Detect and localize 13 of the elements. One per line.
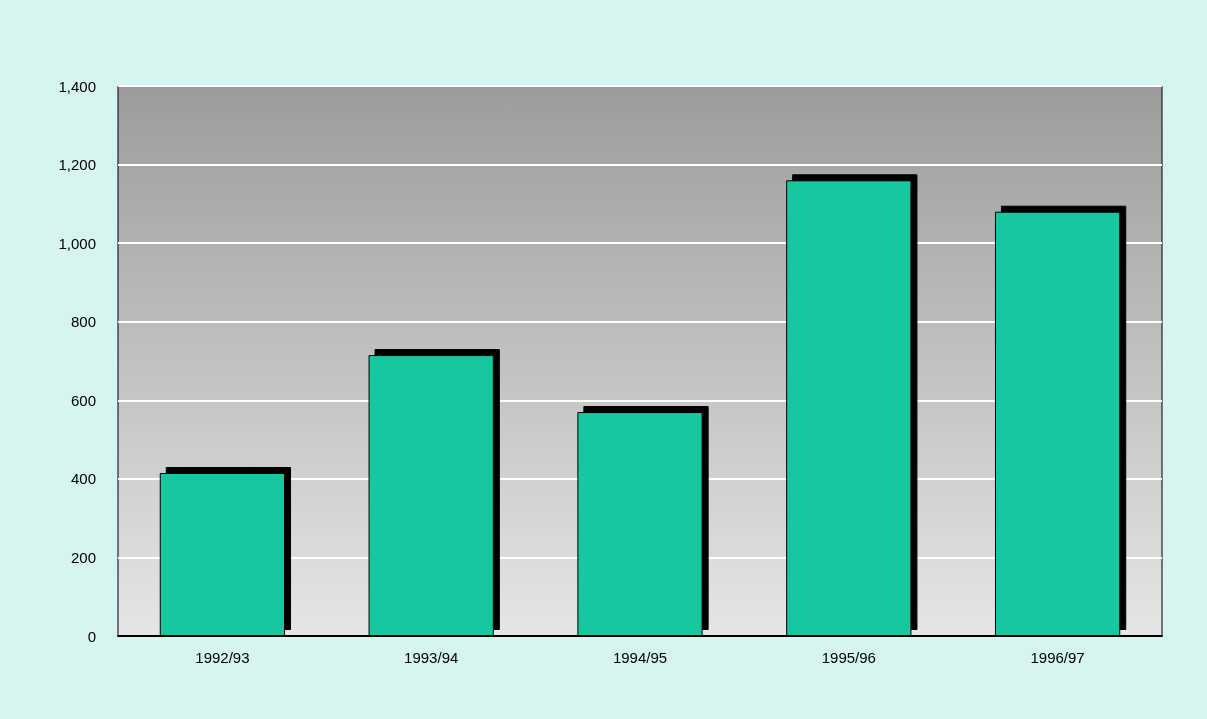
y-tick-label: 1,000: [58, 234, 96, 252]
y-tick-label: 1,200: [58, 156, 96, 174]
x-tick-label: 1994/95: [612, 649, 668, 666]
y-tick-label: 600: [70, 391, 96, 409]
x-tick-label: 1995/96: [821, 649, 876, 666]
y-tick-label: 0: [87, 627, 96, 645]
y-tick-label: 200: [70, 548, 96, 566]
y-tick-label: 400: [70, 470, 96, 488]
x-tick-label: 1993/94: [404, 649, 459, 666]
y-tick-label: 800: [70, 313, 96, 331]
x-tick-label: 1992/93: [195, 649, 250, 666]
y-tick-label: 1,400: [58, 77, 96, 95]
x-tick-label: 1996/97: [1030, 649, 1085, 666]
